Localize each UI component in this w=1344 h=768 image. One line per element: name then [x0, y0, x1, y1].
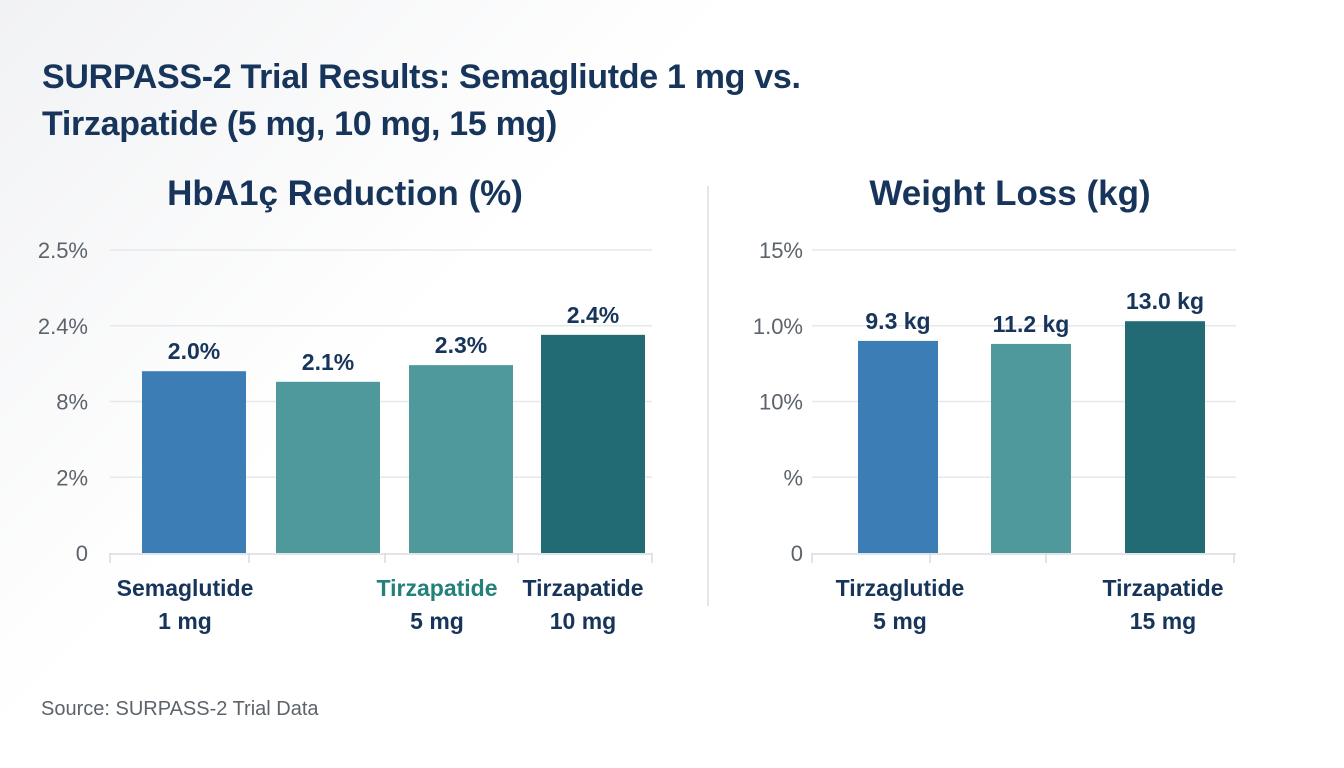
y-tick-label: 2.5%	[38, 238, 88, 263]
bar-value-label: 2.4%	[567, 302, 619, 328]
panel-divider	[707, 186, 709, 606]
page-title: SURPASS-2 Trial Results: Semagliutde 1 m…	[42, 54, 942, 148]
y-tick-label: 2.4%	[38, 314, 88, 339]
y-tick-label: 2%	[56, 465, 88, 490]
bar-value-label: 13.0 kg	[1126, 288, 1204, 314]
bar	[858, 340, 938, 553]
x-category-label: Tirzaglutide	[836, 575, 965, 601]
y-tick-label: 15%	[759, 238, 803, 263]
x-category-label: Tirzapatide	[523, 575, 644, 601]
bar	[991, 343, 1071, 553]
bar-value-label: 9.3 kg	[865, 308, 930, 334]
bar-value-label: 2.1%	[302, 349, 354, 375]
weight-chart-title: Weight Loss (kg)	[869, 174, 1151, 213]
title-line-1: SURPASS-2 Trial Results: Semagliutde 1 m…	[42, 58, 801, 96]
bar-value-label: 2.3%	[435, 332, 487, 358]
bar-value-label: 2.0%	[168, 338, 220, 364]
bar-value-label: 11.2 kg	[993, 311, 1070, 337]
x-category-sublabel: 5 mg	[873, 608, 927, 634]
bar	[1125, 321, 1205, 553]
x-category-label: Tirzapatide	[377, 575, 498, 601]
x-category-label: Tirzapatide	[1103, 575, 1224, 601]
bar	[142, 371, 246, 553]
x-category-sublabel: 1 mg	[158, 608, 212, 634]
title-line-2: Tirzapatide (5 mg, 10 mg, 15 mg)	[42, 105, 558, 143]
y-tick-label: 8%	[56, 390, 88, 415]
hba1c-chart-title: HbA1ç Reduction (%)	[167, 174, 523, 213]
bar	[409, 365, 513, 553]
y-tick-label: 0	[791, 541, 803, 566]
bar	[541, 334, 645, 553]
x-category-sublabel: 15 mg	[1130, 608, 1196, 634]
y-tick-label: 0	[76, 541, 88, 566]
y-tick-label: %	[783, 465, 803, 490]
y-tick-label: 1.0%	[753, 314, 803, 339]
x-category-label: Semaglutide	[117, 575, 254, 601]
source-note: Source: SURPASS-2 Trial Data	[41, 698, 319, 720]
x-category-sublabel: 5 mg	[410, 608, 464, 634]
x-category-sublabel: 10 mg	[550, 608, 616, 634]
bar	[276, 381, 380, 553]
y-tick-label: 10%	[759, 390, 803, 415]
